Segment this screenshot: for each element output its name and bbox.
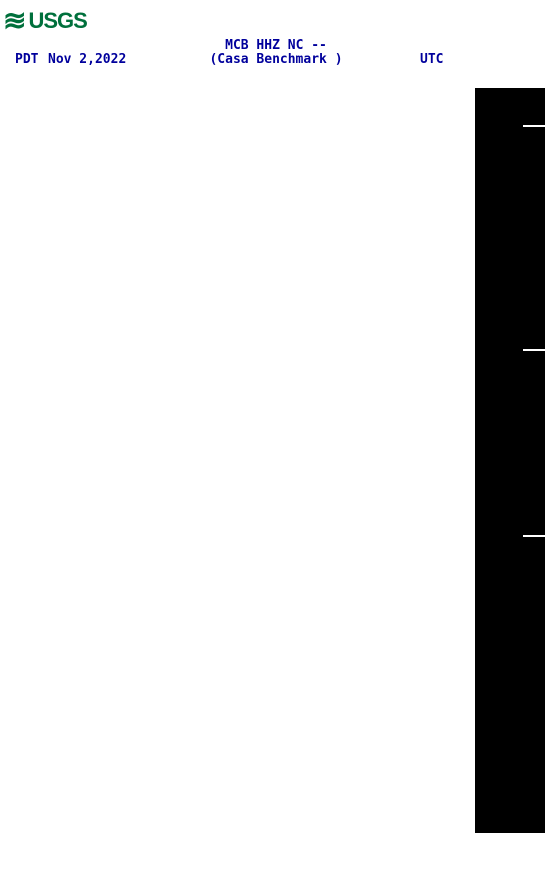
plot-date: Nov 2,2022 (48, 52, 126, 67)
usgs-logo-text: USGS (28, 8, 86, 34)
tz-left: PDT (15, 52, 38, 67)
usgs-logo: ≋ USGS (3, 4, 87, 37)
station-id: MCB HHZ NC -- (0, 38, 552, 53)
spectrogram-plot (0, 87, 465, 887)
sidebar-panel (475, 88, 545, 833)
usgs-wave-icon: ≋ (3, 4, 26, 37)
tz-right: UTC (420, 52, 443, 67)
